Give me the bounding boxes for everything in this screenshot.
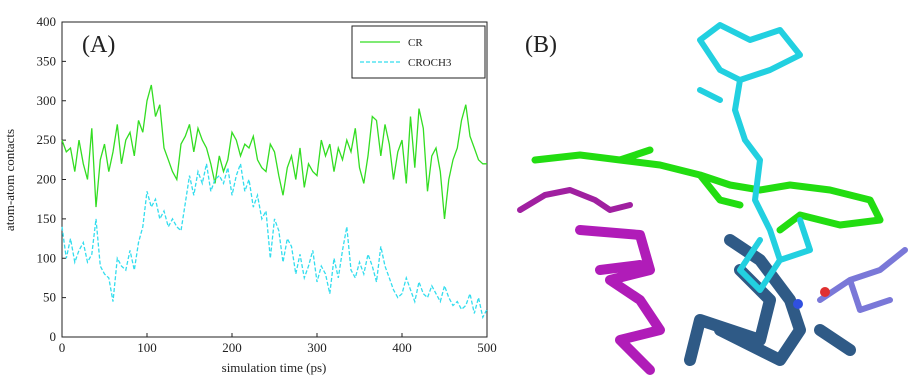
panel-label: (A) bbox=[82, 32, 115, 58]
y-tick-label: 200 bbox=[37, 172, 57, 187]
x-tick-label: 400 bbox=[392, 340, 412, 355]
protein-ribbon-navy bbox=[690, 240, 850, 360]
ligand-green bbox=[535, 150, 880, 230]
y-tick-label: 300 bbox=[37, 93, 57, 108]
y-tick-label: 0 bbox=[50, 329, 57, 344]
x-tick-label: 100 bbox=[137, 340, 157, 355]
ligand-violet bbox=[820, 250, 905, 310]
x-tick-label: 500 bbox=[477, 340, 497, 355]
x-tick-label: 300 bbox=[307, 340, 327, 355]
legend-label: CROCH3 bbox=[408, 57, 452, 69]
ligand-magenta bbox=[520, 190, 630, 210]
y-tick-label: 150 bbox=[37, 211, 57, 226]
series-line bbox=[62, 85, 487, 219]
y-tick-label: 350 bbox=[37, 53, 57, 68]
series-line bbox=[62, 164, 487, 317]
y-axis-label: atom-atom contacts bbox=[2, 129, 17, 231]
atom-blue bbox=[793, 299, 803, 309]
protein-ribbon-magenta bbox=[580, 230, 660, 370]
legend-box bbox=[352, 26, 485, 78]
atom-red bbox=[820, 287, 830, 297]
y-tick-label: 400 bbox=[37, 14, 57, 29]
x-axis-label: simulation time (ps) bbox=[222, 360, 327, 375]
x-tick-label: 0 bbox=[59, 340, 66, 355]
y-tick-label: 50 bbox=[43, 290, 56, 305]
x-tick-label: 200 bbox=[222, 340, 242, 355]
y-tick-label: 100 bbox=[37, 250, 57, 265]
legend-label: CR bbox=[408, 37, 423, 49]
figure: (B) (A) simulation time (ps) atom-atom c… bbox=[0, 0, 910, 379]
molecule-render bbox=[520, 25, 905, 370]
panel-label: (B) bbox=[525, 32, 557, 58]
y-tick-label: 250 bbox=[37, 132, 57, 147]
ligand-cyan bbox=[700, 25, 810, 290]
